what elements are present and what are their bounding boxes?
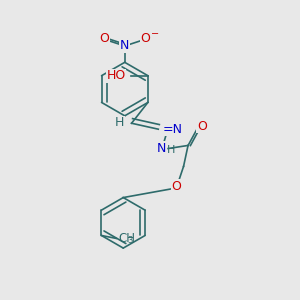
Text: N: N xyxy=(120,40,129,52)
Text: O: O xyxy=(197,120,207,133)
Text: O: O xyxy=(171,180,181,193)
Text: =N: =N xyxy=(163,123,183,136)
Text: O: O xyxy=(140,32,150,45)
Text: 3: 3 xyxy=(128,236,133,245)
Text: H: H xyxy=(115,116,124,129)
Text: −: − xyxy=(151,29,159,39)
Text: O: O xyxy=(99,32,109,45)
Text: HO: HO xyxy=(106,69,126,82)
Text: CH: CH xyxy=(118,232,135,245)
Text: N: N xyxy=(157,142,166,155)
Text: H: H xyxy=(167,145,175,155)
